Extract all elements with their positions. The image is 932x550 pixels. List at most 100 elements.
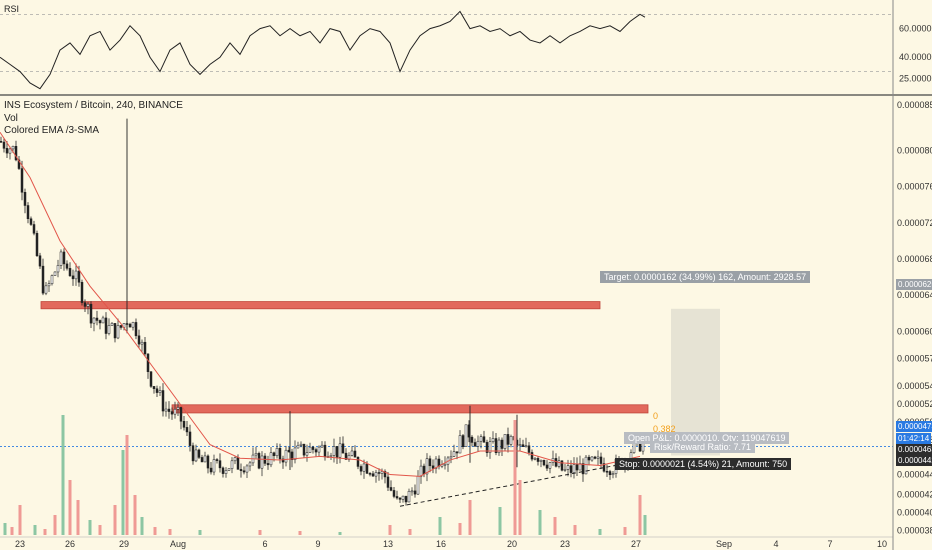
axis-label-current: 0.0000473 <box>896 421 932 432</box>
indicator-vol[interactable]: Vol <box>4 113 18 124</box>
volume-bar <box>53 515 57 535</box>
volume-bar <box>638 495 642 535</box>
candle-body <box>101 317 105 324</box>
candle-body <box>584 456 588 475</box>
candle-body <box>80 282 84 303</box>
candle-body <box>566 465 570 470</box>
candle-body <box>350 450 354 456</box>
volume-bar <box>98 525 102 535</box>
candle-body <box>137 335 141 345</box>
candle-body <box>410 490 414 493</box>
candle-body <box>596 456 600 459</box>
price-tick-label: 0.0000400 <box>897 508 932 518</box>
candle-body <box>194 449 198 462</box>
candle-body <box>245 465 249 473</box>
indicator-ema[interactable]: Colored EMA /3-SMA <box>4 125 100 136</box>
candle-body <box>368 473 372 475</box>
candle-body <box>98 320 102 324</box>
candle-body <box>371 473 375 477</box>
candle-body <box>530 452 534 460</box>
time-tick-label: Aug <box>170 539 186 549</box>
volume-bar <box>513 420 517 535</box>
fib-marker-382: 0.382 <box>653 424 676 434</box>
candle-body <box>185 427 189 433</box>
candle-body <box>503 434 507 449</box>
candle-body <box>488 441 492 453</box>
volume-bar <box>121 450 125 535</box>
candle-body <box>41 265 45 294</box>
candle-body <box>131 322 135 328</box>
candle-body <box>140 341 144 345</box>
symbol-title[interactable]: INS Ecosystem / Bitcoin, 240, BINANCE <box>4 100 183 111</box>
candle-body <box>539 459 543 462</box>
candle-body <box>443 463 447 466</box>
candle-body <box>362 463 366 472</box>
volume-bar <box>133 495 137 535</box>
candle-body <box>434 458 438 469</box>
candle-body <box>317 446 321 453</box>
candle-body <box>155 388 159 393</box>
time-tick-label: 9 <box>315 539 320 549</box>
candle-body <box>332 446 336 456</box>
candle-body <box>395 496 399 499</box>
candle-body <box>254 453 258 456</box>
time-axis: 23 26 29 Aug 6 9 13 16 20 23 27 Sep 4 7 10 <box>0 536 893 549</box>
candle-body <box>221 467 225 474</box>
support-trendline <box>399 463 626 507</box>
candle-body <box>578 463 582 471</box>
candle-body <box>380 471 384 474</box>
time-tick-label: 20 <box>507 539 517 549</box>
candle-body <box>248 462 252 467</box>
candle-body <box>116 325 120 339</box>
candle-body <box>89 303 93 324</box>
candle-body <box>497 439 501 453</box>
stop-label: Stop: 0.0000021 (4.54%) 21, Amount: 750 <box>615 458 792 470</box>
candle-body <box>398 497 402 500</box>
volume-bar <box>140 517 144 535</box>
candle-body <box>188 431 192 446</box>
volume-bar <box>598 529 602 535</box>
candle-body <box>581 463 585 475</box>
candle-body <box>230 460 234 469</box>
candle-body <box>461 435 465 447</box>
candle-body <box>23 192 27 206</box>
candle-body <box>38 255 42 267</box>
candle-body <box>533 458 537 460</box>
candle-body <box>545 464 549 469</box>
time-tick-label: 13 <box>383 539 393 549</box>
candle-body <box>608 471 612 476</box>
volume-bar <box>438 517 442 535</box>
volume-bar <box>468 500 472 535</box>
candle-body <box>431 465 435 469</box>
candle-body <box>260 455 264 469</box>
candle-body <box>524 445 528 448</box>
candle-body <box>536 458 540 462</box>
price-tick-label: 0.0000540 <box>897 381 932 391</box>
volume-bar <box>408 529 412 535</box>
candle-body <box>47 283 51 287</box>
candle-body <box>365 463 369 474</box>
price-axis: 60.0000 40.0000 25.0000 0.0000850 0.0000800 0… <box>892 0 932 550</box>
candle-body <box>152 386 156 389</box>
time-tick-label: 4 <box>773 539 778 549</box>
candle-body <box>92 317 96 324</box>
price-pane <box>0 94 932 507</box>
candle-body <box>485 442 489 453</box>
candle-body <box>35 233 39 256</box>
price-tick-label: 0.0000570 <box>897 354 932 364</box>
candle-body <box>605 471 609 473</box>
candle-body <box>5 148 9 154</box>
candle-body <box>428 458 432 467</box>
volume-bar <box>198 530 202 535</box>
volume-bar <box>33 525 37 535</box>
candle-body <box>422 465 426 475</box>
candle-body <box>302 443 306 456</box>
candle-body <box>56 265 60 273</box>
candle-body <box>542 459 546 466</box>
axis-label-stop: 0.0000442 <box>896 455 932 466</box>
candle-body <box>242 470 246 473</box>
time-tick-label: 16 <box>436 539 446 549</box>
ema-line <box>0 131 641 477</box>
candle-body <box>452 451 456 457</box>
resistance-zone <box>171 404 649 414</box>
